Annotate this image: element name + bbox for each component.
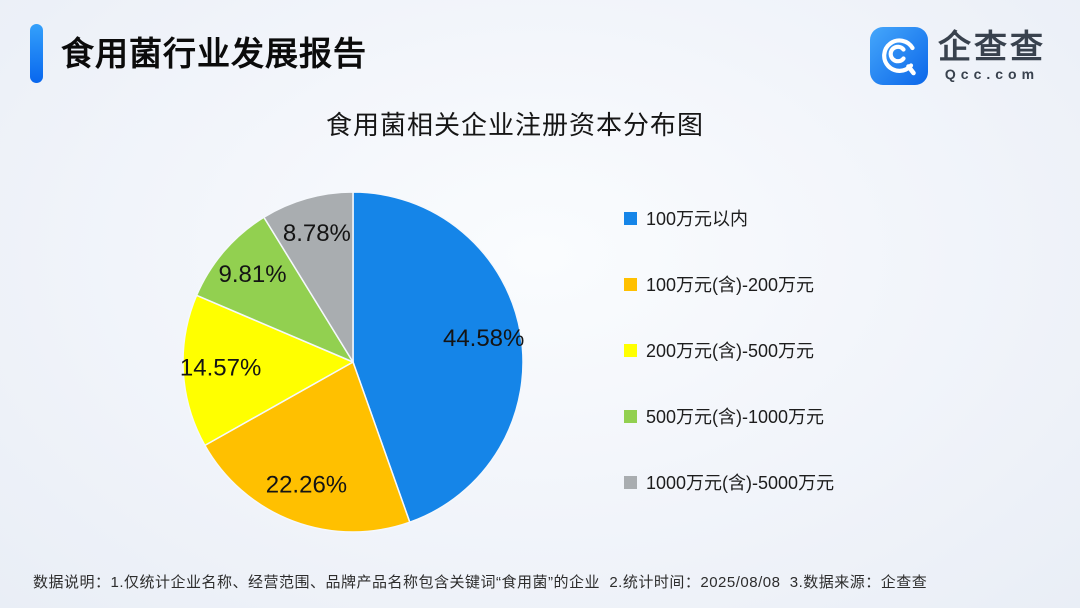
legend-label: 500万元(含)-1000万元: [646, 407, 825, 427]
pie-slice: [182, 294, 354, 447]
chart-title: 食用菌相关企业注册资本分布图: [325, 110, 704, 140]
legend-swatch: [624, 211, 637, 225]
qcc-logo-text: 企查查 Qcc.com: [938, 29, 1046, 83]
pie-slice: [263, 191, 354, 363]
qcc-logo-domain: Qcc.com: [944, 66, 1040, 82]
legend-label: 100万元以内: [646, 209, 749, 229]
pie-slice-label: 44.58%: [443, 325, 524, 352]
chart-legend: 100万元以内 100万元(含)-200万元 200万元(含)-500万元 500万元…: [624, 206, 834, 536]
legend-swatch: [624, 343, 637, 357]
pie-slice-label: 8.78%: [283, 220, 351, 247]
qcc-logo-icon: [870, 27, 928, 85]
legend-item: 1000万元(含)-5000万元: [624, 470, 834, 494]
legend-label: 1000万元(含)-5000万元: [646, 473, 835, 493]
pie-chart: 44.58% 22.26% 14.57% 9.81% 8.78%: [181, 191, 524, 533]
legend-label: 100万元(含)-200万元: [646, 275, 815, 295]
qcc-logo: 企查查 Qcc.com: [870, 27, 1046, 85]
legend-item: 100万元以内: [624, 206, 834, 230]
legend-item: 200万元(含)-500万元: [624, 338, 834, 362]
title-accent-bar: [30, 24, 43, 83]
qcc-logo-name: 企查查: [938, 28, 1046, 65]
pie-slice: [204, 361, 411, 533]
legend-item: 100万元(含)-200万元: [624, 272, 834, 296]
legend-item: 500万元(含)-1000万元: [624, 404, 834, 428]
header: 食用菌行业发展报告: [30, 24, 367, 83]
legend-swatch: [624, 409, 637, 423]
report-title: 食用菌行业发展报告: [61, 35, 367, 72]
data-notes: 数据说明：1.仅统计企业名称、经营范围、品牌产品名称包含关键词“食用菌”的企业 …: [33, 574, 928, 591]
pie-slice: [352, 191, 524, 523]
legend-swatch: [624, 475, 637, 489]
pie-slice-label: 22.26%: [266, 472, 347, 499]
pie-slice-label: 14.57%: [181, 355, 261, 382]
legend-label: 200万元(含)-500万元: [646, 341, 815, 361]
pie-slice-label: 9.81%: [218, 261, 286, 288]
legend-swatch: [624, 277, 637, 291]
pie-slice: [195, 216, 354, 363]
